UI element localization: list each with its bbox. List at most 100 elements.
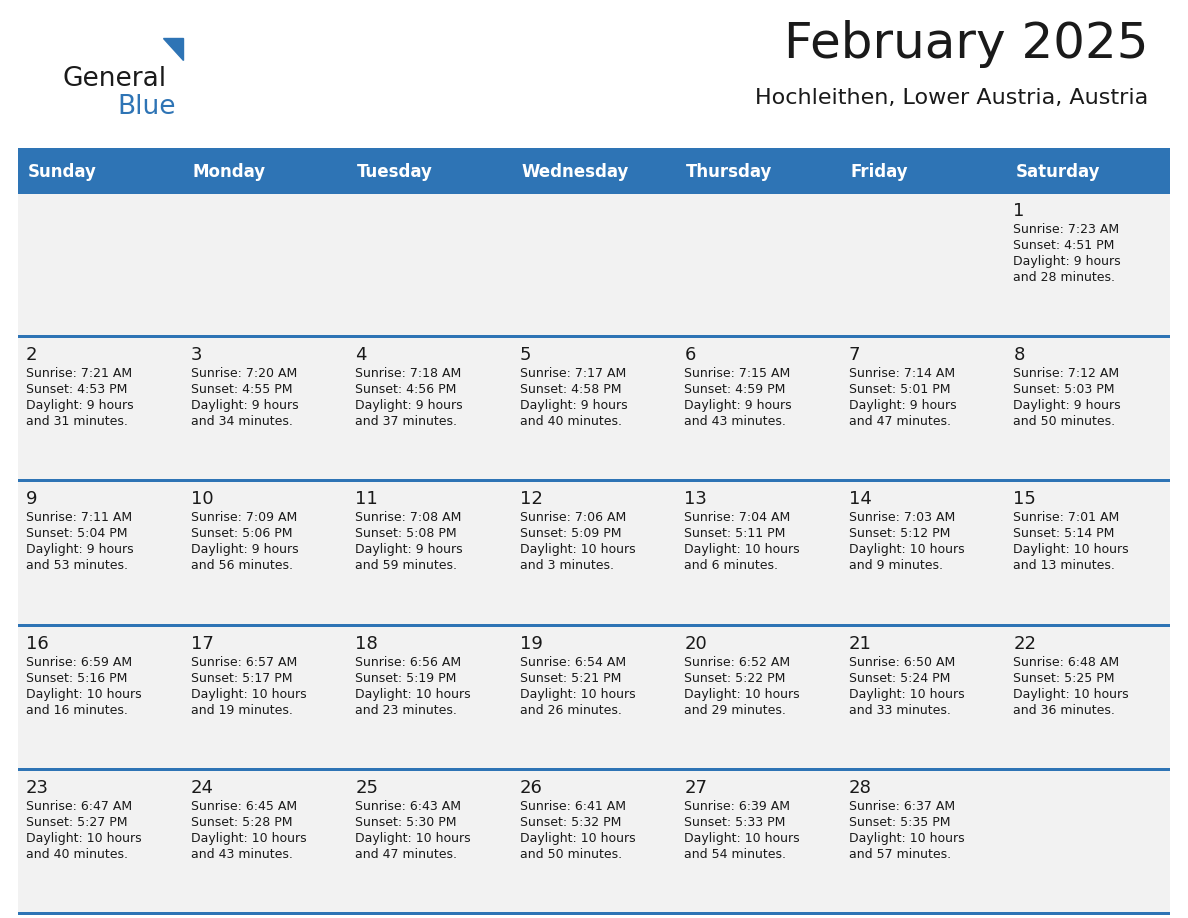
Text: Sunrise: 7:01 AM: Sunrise: 7:01 AM	[1013, 511, 1119, 524]
Text: Sunrise: 7:04 AM: Sunrise: 7:04 AM	[684, 511, 790, 524]
Bar	[18, 191, 1170, 335]
Text: Daylight: 10 hours: Daylight: 10 hours	[684, 543, 800, 556]
Text: February 2025: February 2025	[784, 20, 1148, 68]
Text: Sunrise: 6:48 AM: Sunrise: 6:48 AM	[1013, 655, 1119, 668]
Bar	[18, 767, 1170, 771]
Text: Sunrise: 7:14 AM: Sunrise: 7:14 AM	[849, 367, 955, 380]
Text: Sunrise: 7:18 AM: Sunrise: 7:18 AM	[355, 367, 461, 380]
Text: and 40 minutes.: and 40 minutes.	[26, 848, 128, 861]
Text: and 29 minutes.: and 29 minutes.	[684, 703, 786, 717]
Text: Friday: Friday	[851, 163, 909, 181]
Bar	[18, 148, 1170, 153]
Text: Sunset: 5:06 PM: Sunset: 5:06 PM	[190, 528, 292, 541]
Text: Daylight: 10 hours: Daylight: 10 hours	[849, 832, 965, 845]
Text: General: General	[62, 66, 166, 92]
Text: Daylight: 10 hours: Daylight: 10 hours	[519, 543, 636, 556]
Text: Sunset: 5:16 PM: Sunset: 5:16 PM	[26, 672, 127, 685]
Text: Sunset: 5:09 PM: Sunset: 5:09 PM	[519, 528, 621, 541]
Text: Sunrise: 7:12 AM: Sunrise: 7:12 AM	[1013, 367, 1119, 380]
Text: and 34 minutes.: and 34 minutes.	[190, 415, 292, 428]
Text: and 53 minutes.: and 53 minutes.	[26, 559, 128, 573]
Text: Sunrise: 6:41 AM: Sunrise: 6:41 AM	[519, 800, 626, 812]
Text: and 56 minutes.: and 56 minutes.	[190, 559, 292, 573]
Text: Sunset: 5:22 PM: Sunset: 5:22 PM	[684, 672, 785, 685]
Text: Sunrise: 7:09 AM: Sunrise: 7:09 AM	[190, 511, 297, 524]
Text: Daylight: 9 hours: Daylight: 9 hours	[519, 399, 627, 412]
Bar	[18, 153, 1170, 191]
Text: and 9 minutes.: and 9 minutes.	[849, 559, 943, 573]
Text: and 31 minutes.: and 31 minutes.	[26, 415, 128, 428]
Bar	[18, 479, 1170, 482]
Text: 18: 18	[355, 634, 378, 653]
Bar	[18, 479, 1170, 623]
Text: 24: 24	[190, 778, 214, 797]
Text: Hochleithen, Lower Austria, Austria: Hochleithen, Lower Austria, Austria	[754, 88, 1148, 108]
Text: Sunset: 4:51 PM: Sunset: 4:51 PM	[1013, 239, 1114, 252]
Text: Sunday: Sunday	[29, 163, 97, 181]
Text: Sunrise: 6:47 AM: Sunrise: 6:47 AM	[26, 800, 132, 812]
Text: Sunset: 4:53 PM: Sunset: 4:53 PM	[26, 383, 127, 397]
Text: Sunrise: 7:23 AM: Sunrise: 7:23 AM	[1013, 223, 1119, 236]
Text: Sunrise: 6:39 AM: Sunrise: 6:39 AM	[684, 800, 790, 812]
Text: 27: 27	[684, 778, 707, 797]
Text: 6: 6	[684, 346, 696, 364]
Text: Wednesday: Wednesday	[522, 163, 630, 181]
Text: Sunrise: 6:45 AM: Sunrise: 6:45 AM	[190, 800, 297, 812]
Bar	[18, 912, 1170, 915]
Text: Daylight: 10 hours: Daylight: 10 hours	[519, 832, 636, 845]
Text: and 43 minutes.: and 43 minutes.	[190, 848, 292, 861]
Text: Daylight: 10 hours: Daylight: 10 hours	[190, 832, 307, 845]
Text: 5: 5	[519, 346, 531, 364]
Text: 10: 10	[190, 490, 213, 509]
Text: Daylight: 9 hours: Daylight: 9 hours	[849, 399, 956, 412]
Text: Sunrise: 7:03 AM: Sunrise: 7:03 AM	[849, 511, 955, 524]
Text: Sunset: 5:27 PM: Sunset: 5:27 PM	[26, 816, 127, 829]
Text: Sunrise: 7:08 AM: Sunrise: 7:08 AM	[355, 511, 461, 524]
Bar	[18, 191, 1170, 194]
Text: and 47 minutes.: and 47 minutes.	[849, 415, 950, 428]
Text: 20: 20	[684, 634, 707, 653]
Bar	[18, 623, 1170, 627]
Text: 28: 28	[849, 778, 872, 797]
Text: Daylight: 10 hours: Daylight: 10 hours	[355, 832, 470, 845]
Text: Sunset: 5:03 PM: Sunset: 5:03 PM	[1013, 383, 1114, 397]
Text: Sunset: 4:58 PM: Sunset: 4:58 PM	[519, 383, 621, 397]
Text: 19: 19	[519, 634, 543, 653]
Text: Daylight: 9 hours: Daylight: 9 hours	[684, 399, 792, 412]
Text: Daylight: 10 hours: Daylight: 10 hours	[355, 688, 470, 700]
Text: 7: 7	[849, 346, 860, 364]
Text: Sunrise: 7:11 AM: Sunrise: 7:11 AM	[26, 511, 132, 524]
Text: 22: 22	[1013, 634, 1036, 653]
Text: Sunrise: 6:50 AM: Sunrise: 6:50 AM	[849, 655, 955, 668]
Text: Sunset: 5:12 PM: Sunset: 5:12 PM	[849, 528, 950, 541]
Text: and 37 minutes.: and 37 minutes.	[355, 415, 457, 428]
Bar	[18, 623, 1170, 767]
Bar	[18, 335, 1170, 338]
Text: Sunset: 5:35 PM: Sunset: 5:35 PM	[849, 816, 950, 829]
Text: Blue: Blue	[116, 94, 176, 120]
Text: 16: 16	[26, 634, 49, 653]
Text: Thursday: Thursday	[687, 163, 772, 181]
Text: Sunrise: 7:06 AM: Sunrise: 7:06 AM	[519, 511, 626, 524]
Text: and 40 minutes.: and 40 minutes.	[519, 415, 621, 428]
Text: 15: 15	[1013, 490, 1036, 509]
Text: Sunrise: 6:37 AM: Sunrise: 6:37 AM	[849, 800, 955, 812]
Text: and 59 minutes.: and 59 minutes.	[355, 559, 457, 573]
Text: 2: 2	[26, 346, 38, 364]
Text: 23: 23	[26, 778, 49, 797]
Text: Daylight: 9 hours: Daylight: 9 hours	[355, 399, 463, 412]
Text: Daylight: 10 hours: Daylight: 10 hours	[26, 832, 141, 845]
Text: 26: 26	[519, 778, 543, 797]
Text: Daylight: 10 hours: Daylight: 10 hours	[849, 688, 965, 700]
Text: Sunset: 5:04 PM: Sunset: 5:04 PM	[26, 528, 127, 541]
Text: and 23 minutes.: and 23 minutes.	[355, 703, 457, 717]
Text: Sunrise: 6:57 AM: Sunrise: 6:57 AM	[190, 655, 297, 668]
Text: Tuesday: Tuesday	[358, 163, 432, 181]
Text: Sunset: 5:21 PM: Sunset: 5:21 PM	[519, 672, 621, 685]
Bar	[18, 767, 1170, 912]
Text: and 28 minutes.: and 28 minutes.	[1013, 271, 1116, 284]
Text: Daylight: 10 hours: Daylight: 10 hours	[190, 688, 307, 700]
Polygon shape	[163, 38, 183, 60]
Text: 14: 14	[849, 490, 872, 509]
Text: Sunrise: 6:59 AM: Sunrise: 6:59 AM	[26, 655, 132, 668]
